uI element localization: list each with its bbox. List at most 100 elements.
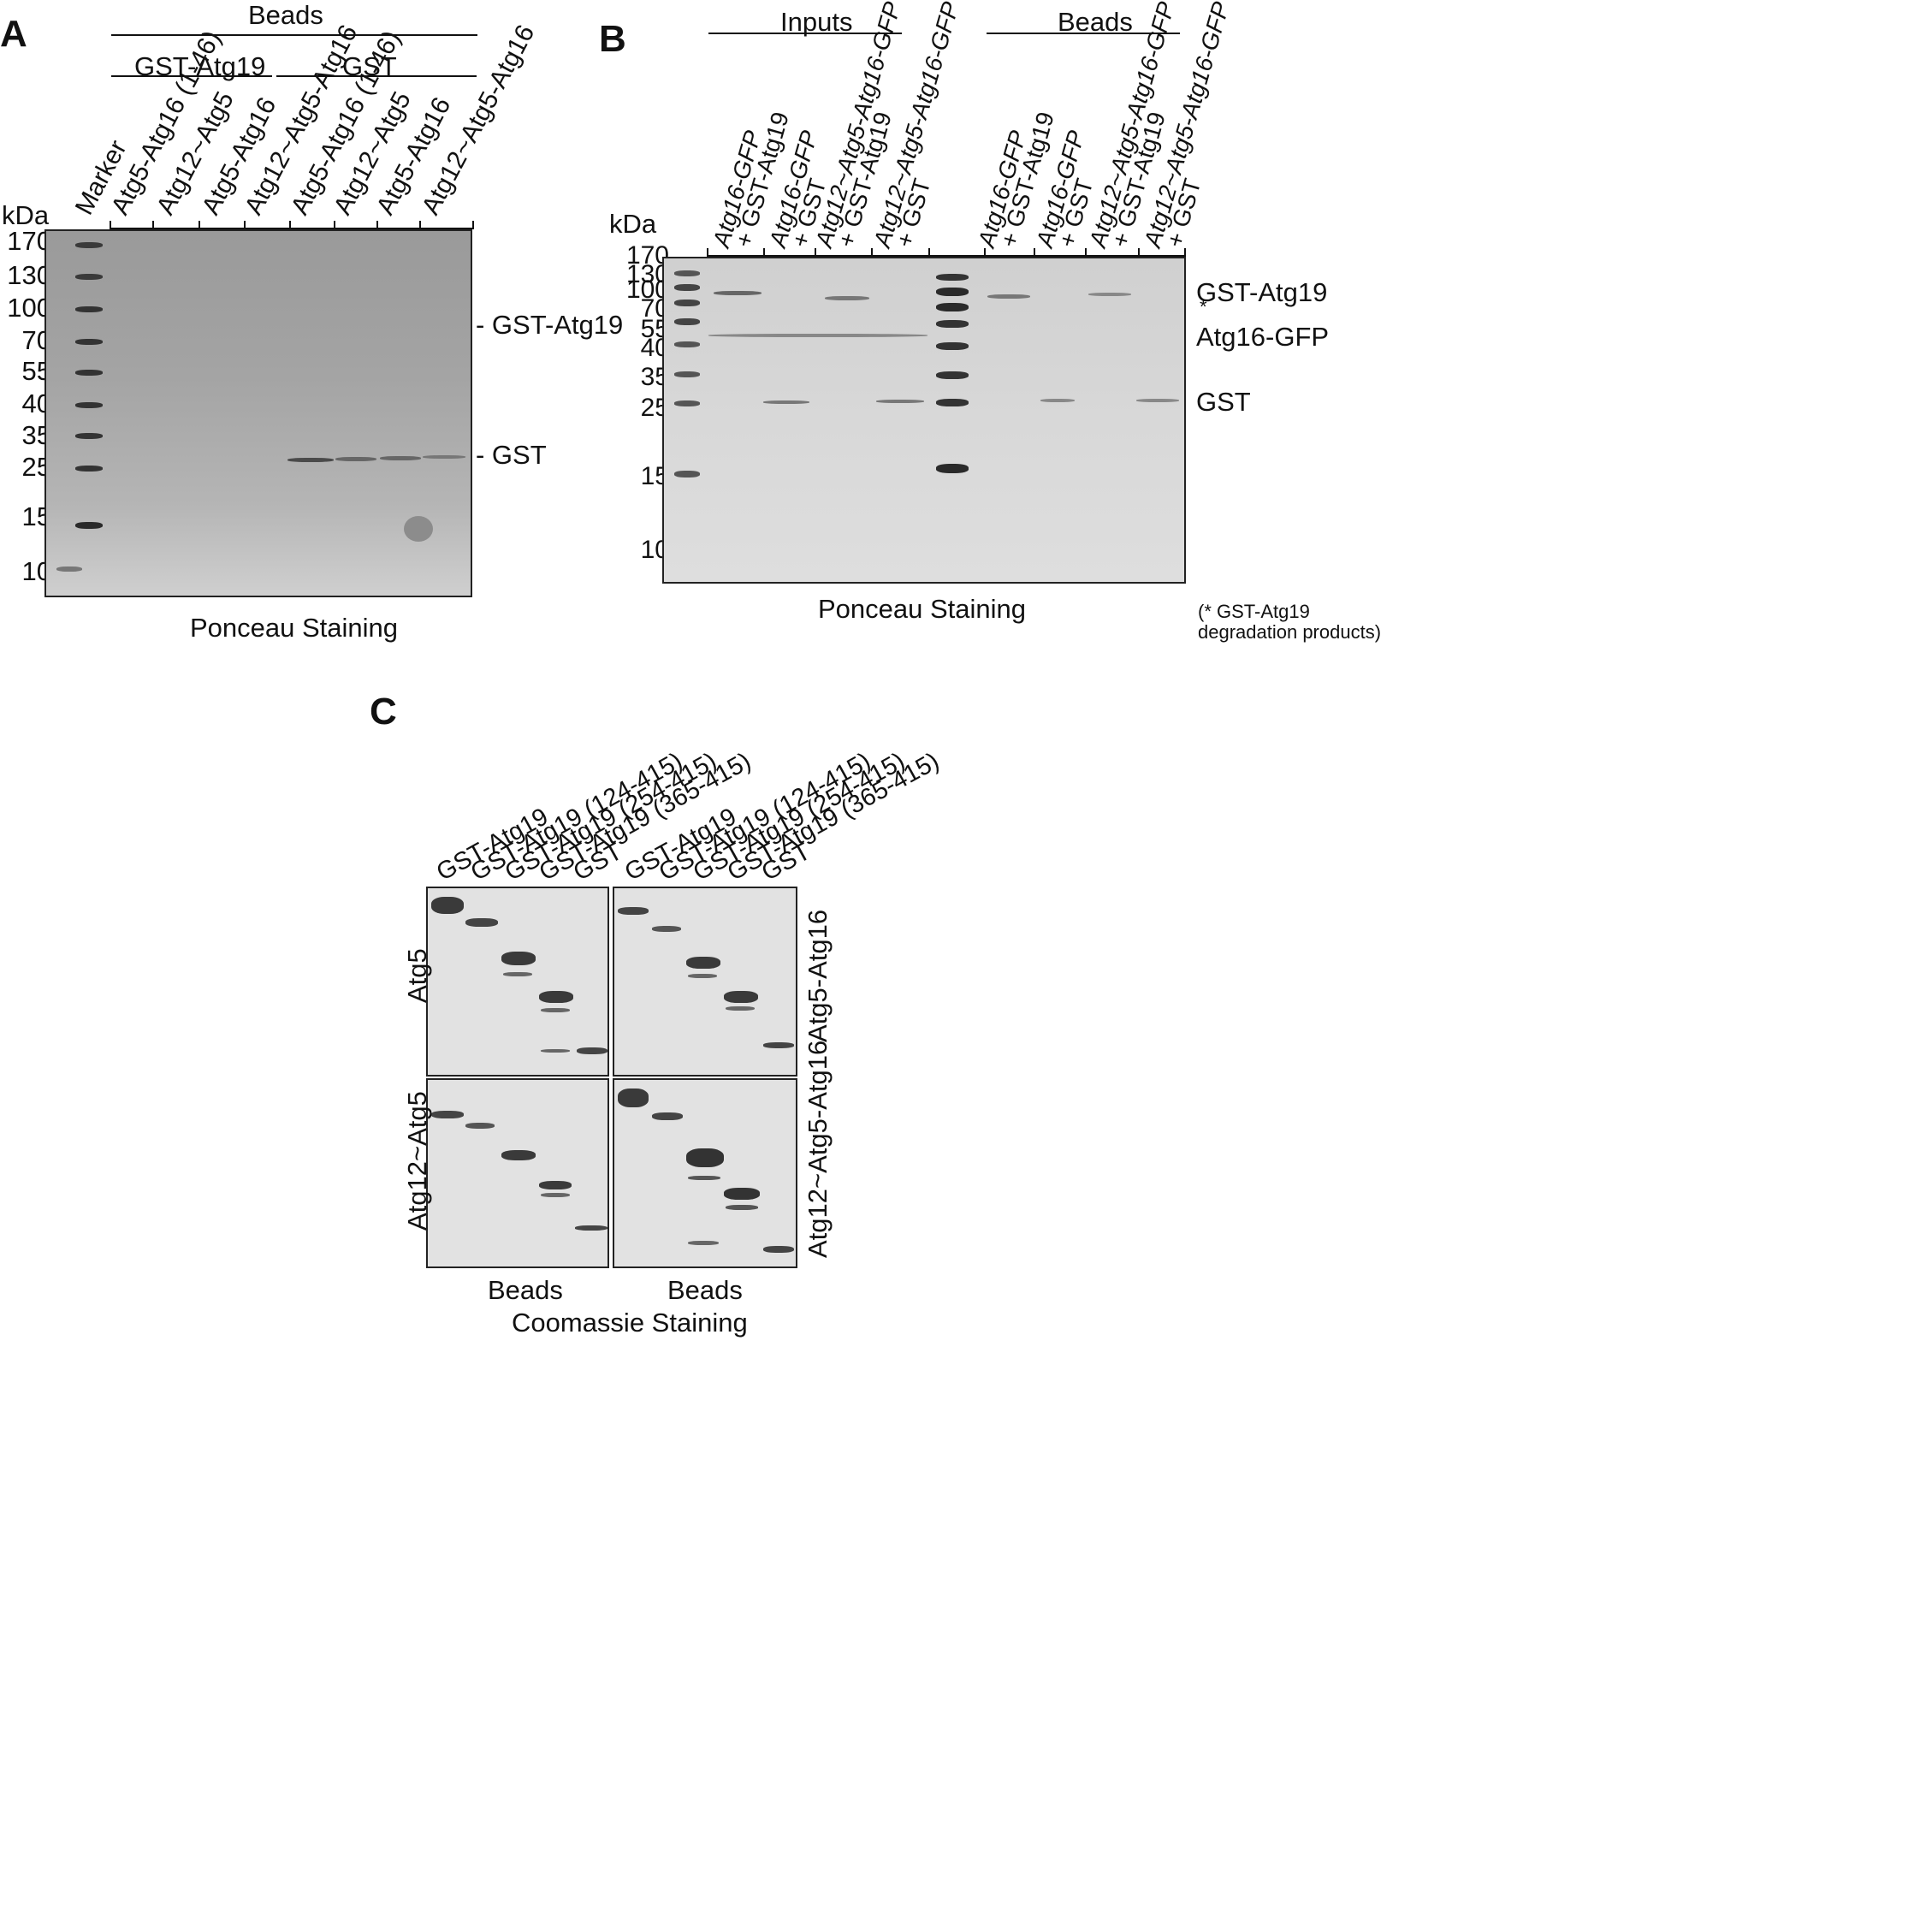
gst-atg19-band	[987, 294, 1030, 299]
marker-band	[674, 400, 700, 406]
protein-band	[763, 1042, 794, 1048]
protein-band	[465, 1123, 495, 1129]
protein-band	[577, 1047, 607, 1054]
gst-band	[1136, 399, 1179, 402]
marker-band	[936, 320, 969, 328]
panel-b-mw-label: 25	[640, 394, 669, 422]
panel-b-mw-label: 15	[640, 462, 669, 490]
panel-a-mw-label: 15	[21, 501, 51, 531]
panel-b-mw-label: 40	[640, 334, 669, 362]
panel-a-kda-label: kDa	[2, 200, 50, 230]
protein-band	[465, 918, 498, 927]
marker-band	[75, 433, 103, 439]
panel-c-row-label-atg12-atg5: Atg12~Atg5	[402, 1091, 432, 1231]
gst-atg19-band	[714, 291, 762, 295]
panel-a-mw-label: 100	[7, 293, 51, 323]
panel-c-gel-atg12-atg5	[426, 1078, 609, 1268]
lane-tick	[199, 221, 200, 229]
lane-tick	[984, 248, 986, 257]
protein-band	[541, 1049, 570, 1053]
panel-a-mw-label: 35	[21, 420, 51, 450]
panel-b-inputs-line	[708, 33, 902, 34]
marker-band	[936, 371, 969, 379]
marker-band	[56, 566, 82, 572]
marker-band	[936, 303, 969, 311]
gst-atg19-band	[825, 296, 869, 300]
marker-band	[674, 371, 700, 377]
panel-b-mw-label: 10	[640, 536, 669, 564]
lane-tick	[376, 221, 378, 229]
panel-a-caption: Ponceau Staining	[190, 613, 399, 643]
gst-band	[287, 458, 334, 462]
panel-b-lane-baseline	[707, 255, 1184, 257]
lane-tick	[244, 221, 246, 229]
lane-tick	[334, 221, 335, 229]
panel-b-band-label-atg16-gfp: Atg16-GFP	[1196, 322, 1330, 352]
panel-b-caption: Ponceau Staining	[818, 594, 1027, 624]
panel-c-col-caption-beads: Beads	[488, 1275, 563, 1305]
protein-band	[686, 957, 720, 969]
panel-a-mw-label: 170	[7, 226, 51, 256]
panel-a-group2-line	[276, 75, 477, 77]
panel-a-group-gst-label: GST	[342, 51, 397, 81]
marker-band	[75, 402, 103, 408]
gst-band	[876, 400, 924, 403]
panel-a-mw-label: 40	[21, 389, 51, 418]
panel-b-footnote-line2: degradation products)	[1198, 621, 1382, 643]
marker-band	[936, 342, 969, 350]
lane-tick	[928, 248, 930, 257]
protein-band	[431, 1111, 464, 1118]
panel-b-beads-label: Beads	[1058, 7, 1133, 37]
protein-band	[503, 972, 532, 976]
lane-tick	[871, 248, 873, 257]
panel-c-caption: Coomassie Staining	[512, 1308, 748, 1338]
panel-a-beads-line	[111, 34, 477, 36]
panel-a-lane-baseline	[110, 228, 473, 229]
panel-a-mw-label: 130	[7, 260, 51, 290]
protein-band	[618, 1089, 649, 1107]
panel-a-band-label-gst-atg19: - GST-Atg19	[476, 310, 624, 340]
marker-band	[674, 318, 700, 325]
marker-band	[75, 339, 103, 345]
lane-tick	[763, 248, 765, 257]
panel-b-inputs-label: Inputs	[780, 7, 853, 37]
panel-c-gel-atg5	[426, 887, 609, 1077]
marker-band	[75, 466, 103, 472]
marker-band	[936, 274, 969, 281]
marker-band	[674, 270, 700, 276]
gst-band	[1040, 399, 1075, 402]
protein-band	[539, 1181, 572, 1189]
protein-band	[539, 991, 573, 1003]
panel-b-mw-label: 100	[625, 276, 669, 304]
panel-a-gel-image	[44, 229, 472, 597]
gel-blot-spot	[404, 516, 433, 542]
lane-tick	[707, 248, 708, 257]
gst-atg19-band	[1088, 293, 1131, 296]
protein-band	[541, 1193, 570, 1197]
marker-band	[75, 370, 103, 376]
protein-band	[541, 1008, 570, 1012]
gst-band	[763, 400, 809, 404]
protein-band	[686, 1148, 724, 1167]
panel-b-mw-label: 35	[640, 363, 669, 391]
panel-a-group1-line	[111, 75, 272, 77]
atg16-gfp-band	[708, 334, 927, 337]
panel-a-letter: A	[0, 13, 27, 55]
panel-a-mw-label: 55	[21, 356, 51, 386]
panel-a-mw-label: 70	[21, 325, 51, 355]
lane-tick	[289, 221, 291, 229]
panel-c-row-label-atg5-atg16: Atg5-Atg16	[803, 909, 833, 1042]
protein-band	[688, 1241, 719, 1245]
panel-a-band-label-gst: - GST	[476, 440, 547, 470]
gst-band	[335, 457, 376, 461]
gst-band	[380, 456, 421, 460]
panel-b-beads-line	[987, 33, 1180, 34]
marker-band	[674, 284, 700, 291]
panel-b-band-label-star: *	[1200, 296, 1207, 317]
protein-band	[724, 1188, 760, 1200]
lane-tick	[1184, 248, 1186, 257]
panel-a-mw-label: 10	[21, 556, 51, 586]
protein-band	[652, 926, 681, 932]
panel-b-band-label-gst-atg19: GST-Atg19	[1196, 277, 1328, 307]
protein-band	[501, 952, 536, 965]
